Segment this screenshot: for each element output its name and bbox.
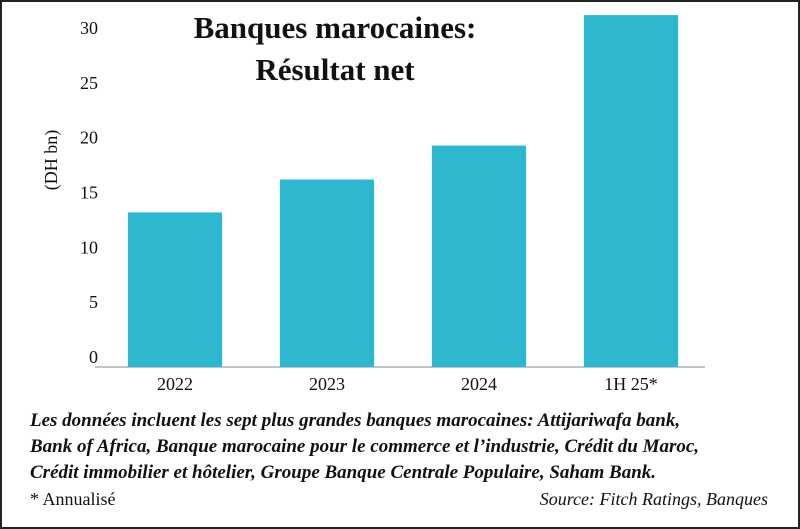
chart-title: Banques marocaines: bbox=[194, 10, 477, 45]
note: Bank of Africa, Banque marocaine pour le… bbox=[29, 436, 699, 457]
chart-title: Résultat net bbox=[255, 52, 415, 87]
y-tick-label: 30 bbox=[80, 18, 98, 38]
y-tick-label: 5 bbox=[89, 292, 98, 312]
bar bbox=[127, 212, 223, 367]
footnote: * Annualisé bbox=[30, 489, 116, 509]
y-tick-label: 20 bbox=[80, 128, 98, 148]
x-tick-label: 1H 25* bbox=[604, 374, 658, 394]
bar bbox=[279, 179, 375, 367]
bar bbox=[431, 145, 527, 367]
y-tick-label: 25 bbox=[80, 73, 98, 93]
y-tick-label: 0 bbox=[89, 347, 98, 367]
note: Les données incluent les sept plus grand… bbox=[29, 410, 680, 431]
y-axis-label: (DH bn) bbox=[41, 130, 62, 191]
x-tick-label: 2022 bbox=[157, 374, 193, 394]
bar bbox=[583, 15, 679, 367]
source: Source: Fitch Ratings, Banques bbox=[540, 489, 768, 509]
y-tick-label: 10 bbox=[80, 237, 98, 257]
note: Crédit immobilier et hôtelier, Groupe Ba… bbox=[30, 462, 656, 483]
x-tick-label: 2023 bbox=[309, 374, 345, 394]
y-tick-label: 15 bbox=[80, 183, 98, 203]
x-tick-label: 2024 bbox=[461, 374, 497, 394]
